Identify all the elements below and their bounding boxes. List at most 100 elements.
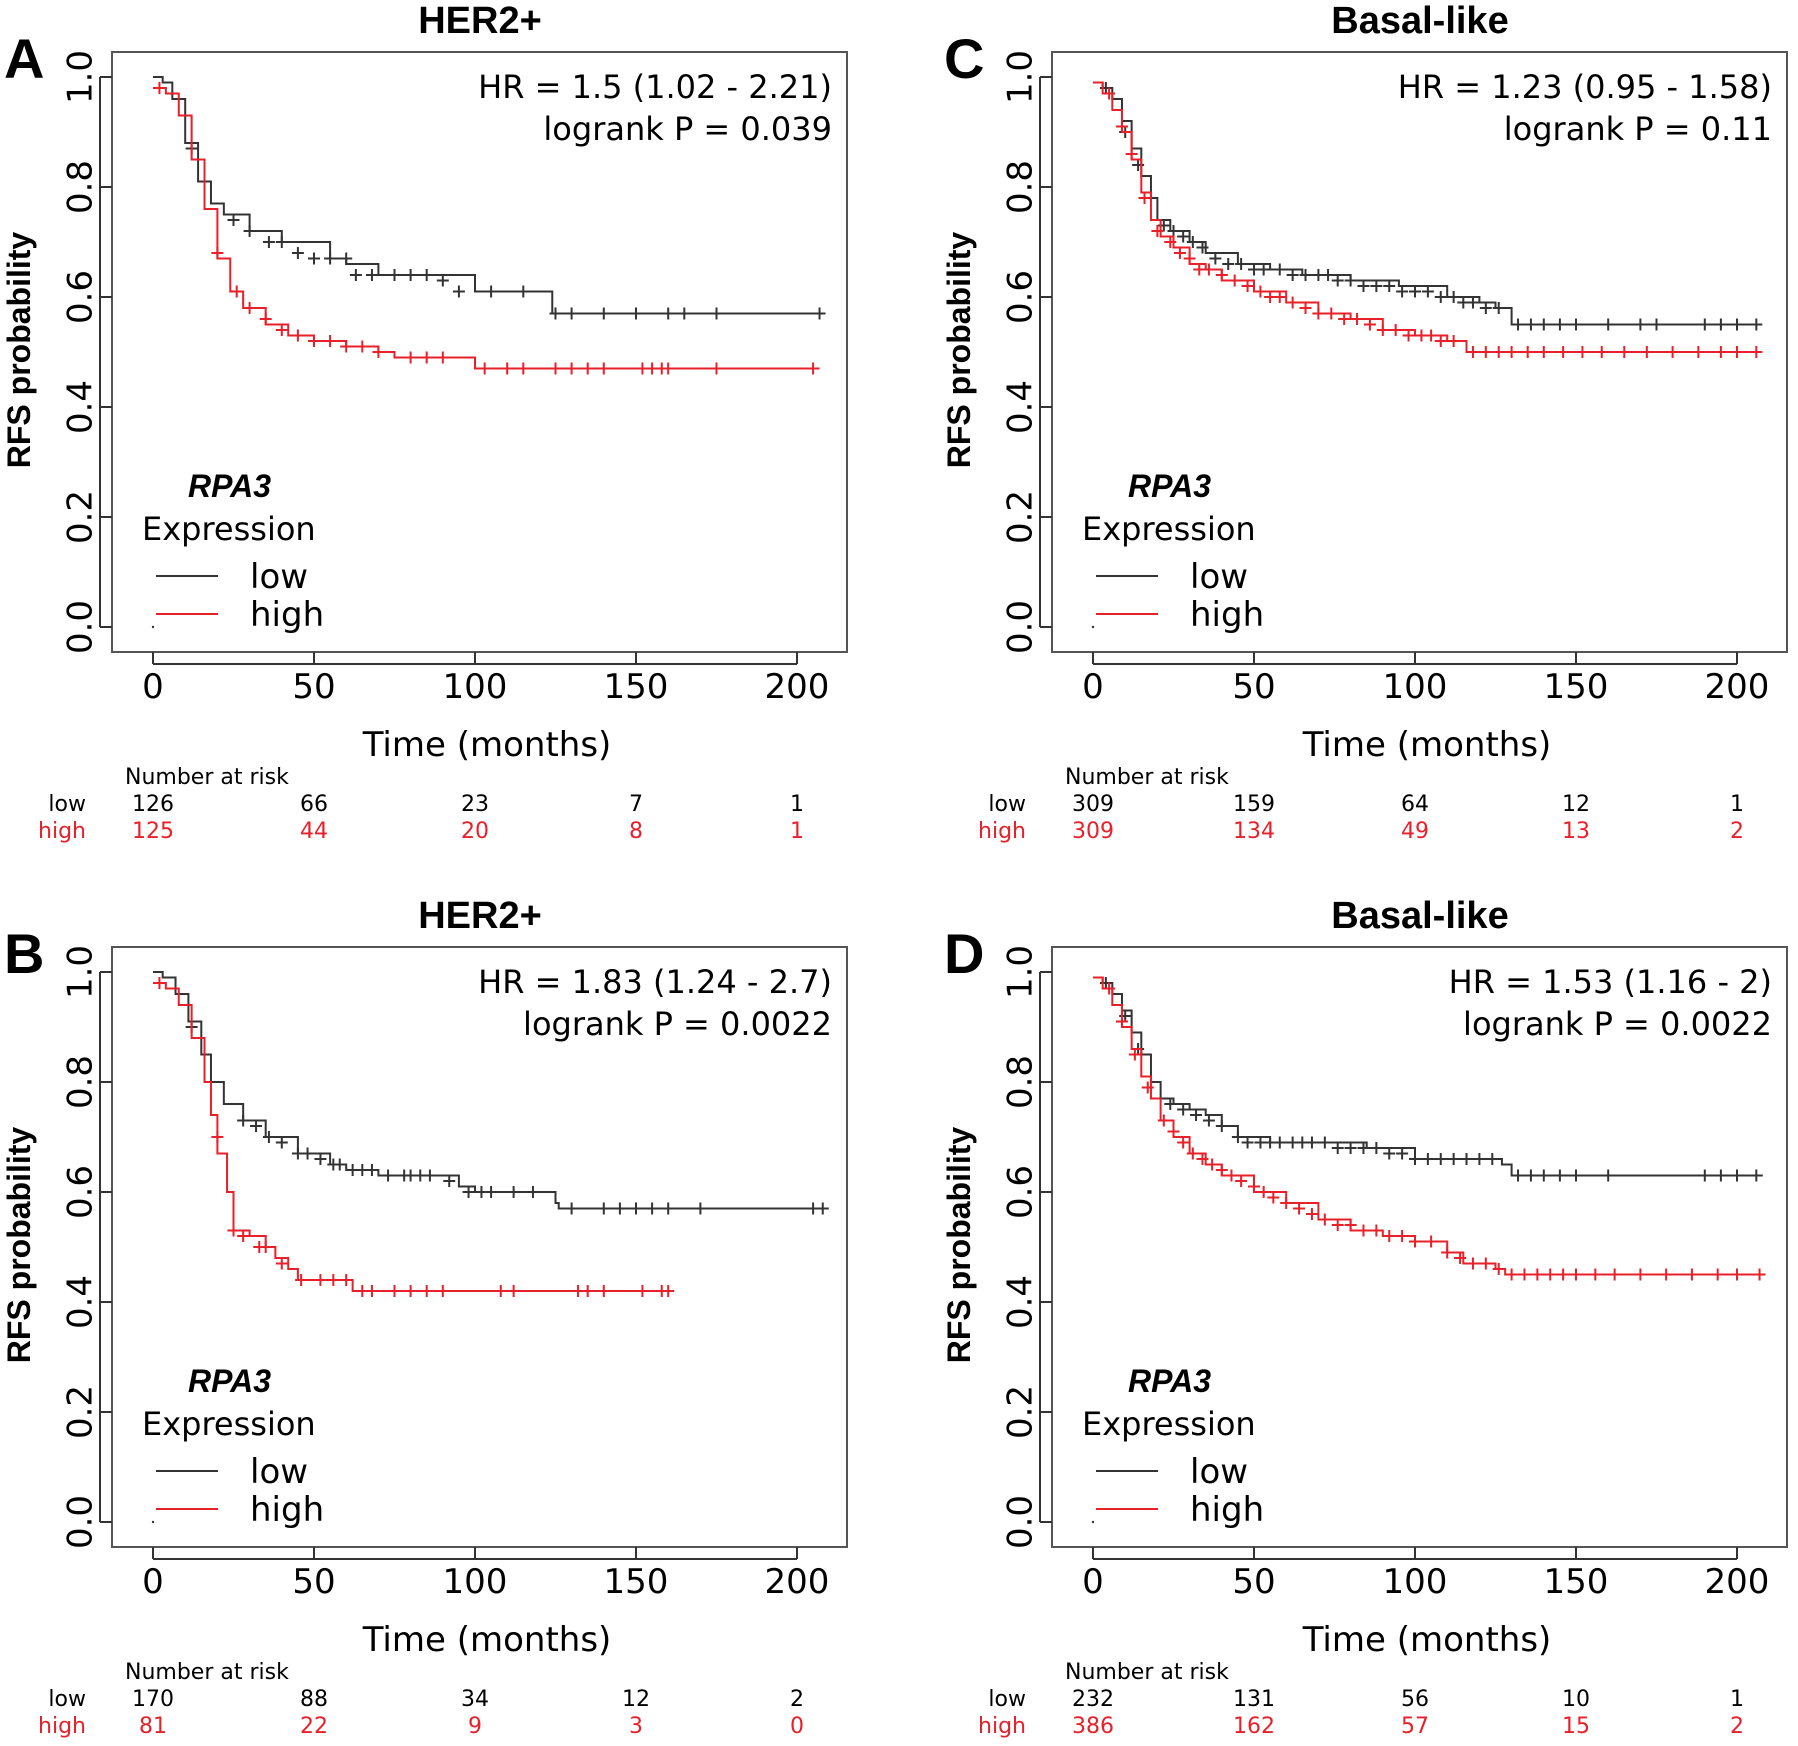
censor-mark <box>1344 1142 1357 1154</box>
censor-mark <box>1479 302 1492 314</box>
censor-mark <box>1714 346 1727 358</box>
censor-mark <box>1225 1169 1238 1182</box>
risk-value-low: 1 <box>790 792 804 817</box>
censor-mark <box>646 1202 659 1215</box>
risk-value-high: 49 <box>1401 819 1429 844</box>
censor-mark <box>1454 1252 1467 1264</box>
censor-mark <box>1128 1048 1141 1061</box>
censor-mark <box>1492 302 1505 314</box>
legend-title: Expression <box>142 510 316 548</box>
x-tick-label: 0 <box>1082 1562 1104 1602</box>
censor-mark <box>1370 1142 1383 1154</box>
censor-mark <box>565 307 578 320</box>
origin-dot <box>1091 1520 1095 1524</box>
censor-mark <box>1409 285 1421 298</box>
risk-value-high: 8 <box>629 819 643 844</box>
censor-mark <box>1383 280 1396 292</box>
legend-gene: RPA3 <box>188 1363 271 1399</box>
censor-mark <box>1512 318 1525 331</box>
censor-mark <box>1557 346 1570 358</box>
censor-mark <box>1235 1175 1248 1187</box>
y-tick-label: 0.4 <box>1001 380 1041 434</box>
censor-mark <box>1389 324 1402 336</box>
censor-mark <box>262 236 275 248</box>
x-tick-label: 0 <box>142 1562 164 1602</box>
censor-mark <box>1698 318 1711 331</box>
censor-mark <box>1344 274 1357 287</box>
censor-mark <box>259 313 272 325</box>
x-tick-label: 50 <box>1232 1562 1275 1602</box>
censor-mark <box>372 346 385 358</box>
censor-mark <box>301 1147 314 1160</box>
risk-value-high: 57 <box>1401 1714 1429 1739</box>
censor-mark <box>243 302 256 314</box>
censor-mark <box>501 362 514 375</box>
censor-mark <box>494 1285 507 1297</box>
censor-mark <box>1222 258 1235 270</box>
censor-mark <box>275 1136 288 1149</box>
censor-mark <box>1714 318 1727 331</box>
x-axis-label: Time (months) <box>362 1620 612 1660</box>
risk-table: Number at risk low 170 88 34 12 2 high 81 22 9 3 0 <box>38 1660 804 1739</box>
censor-mark <box>1396 1147 1409 1160</box>
censor-mark <box>1557 1268 1570 1281</box>
risk-table-header: Number at risk <box>1065 1660 1229 1685</box>
censor-mark <box>581 1285 594 1297</box>
y-tick-label: 1.0 <box>1001 50 1041 104</box>
censor-mark <box>404 351 417 364</box>
censor-mark <box>1447 335 1460 347</box>
censor-mark <box>462 1186 475 1198</box>
series-high <box>1093 81 1763 358</box>
risk-value-low: 1 <box>1730 792 1744 817</box>
censor-mark <box>1370 280 1383 292</box>
censor-mark <box>816 1202 829 1215</box>
censor-mark <box>308 335 320 347</box>
censor-mark <box>1383 1230 1396 1242</box>
risk-value-low: 126 <box>132 792 174 817</box>
chart-title: Basal-like <box>1331 895 1508 937</box>
censor-mark <box>1138 192 1151 204</box>
censor-mark <box>1553 1169 1566 1182</box>
censor-mark <box>275 236 288 248</box>
origin-dot <box>151 1520 155 1524</box>
x-tick-label: 50 <box>292 667 335 707</box>
censor-mark <box>1602 318 1615 331</box>
y-tick-label: 0.8 <box>61 160 101 214</box>
logrank-p: logrank P = 0.11 <box>1504 110 1772 148</box>
censor-mark <box>1267 1191 1280 1204</box>
risk-value-high: 309 <box>1072 819 1114 844</box>
logrank-p: logrank P = 0.039 <box>543 110 832 148</box>
legend-label-low: low <box>250 1452 308 1492</box>
censor-mark <box>250 1120 263 1132</box>
censor-mark <box>1650 318 1663 331</box>
censor-mark <box>1434 1153 1447 1165</box>
censor-mark <box>1241 280 1254 292</box>
censor-mark <box>517 362 530 375</box>
x-tick-label: 50 <box>292 1562 335 1602</box>
censor-mark <box>153 82 166 94</box>
censor-mark <box>1466 346 1479 358</box>
censor-mark <box>1524 318 1537 331</box>
censor-mark <box>565 362 578 375</box>
censor-mark <box>1177 230 1190 243</box>
censor-mark <box>1595 346 1608 358</box>
censor-mark <box>1409 1235 1421 1248</box>
censor-mark <box>237 1230 250 1242</box>
risk-value-low: 170 <box>132 1687 174 1712</box>
censor-mark <box>1698 1169 1711 1182</box>
censor-mark <box>1115 120 1128 133</box>
legend-title: Expression <box>1082 510 1256 548</box>
censor-mark <box>423 1169 436 1182</box>
censor-mark <box>1518 1268 1531 1281</box>
censor-mark <box>1512 1169 1525 1182</box>
hazard-ratio: HR = 1.83 (1.24 - 2.7) <box>478 963 832 1001</box>
censor-mark <box>1305 1208 1318 1220</box>
plot-frame <box>111 946 848 1548</box>
censor-mark <box>1164 236 1177 248</box>
x-axis-label: Time (months) <box>1302 725 1552 765</box>
risk-value-low: 66 <box>300 792 328 817</box>
censor-mark <box>1460 1153 1473 1165</box>
censor-mark <box>1618 346 1631 358</box>
